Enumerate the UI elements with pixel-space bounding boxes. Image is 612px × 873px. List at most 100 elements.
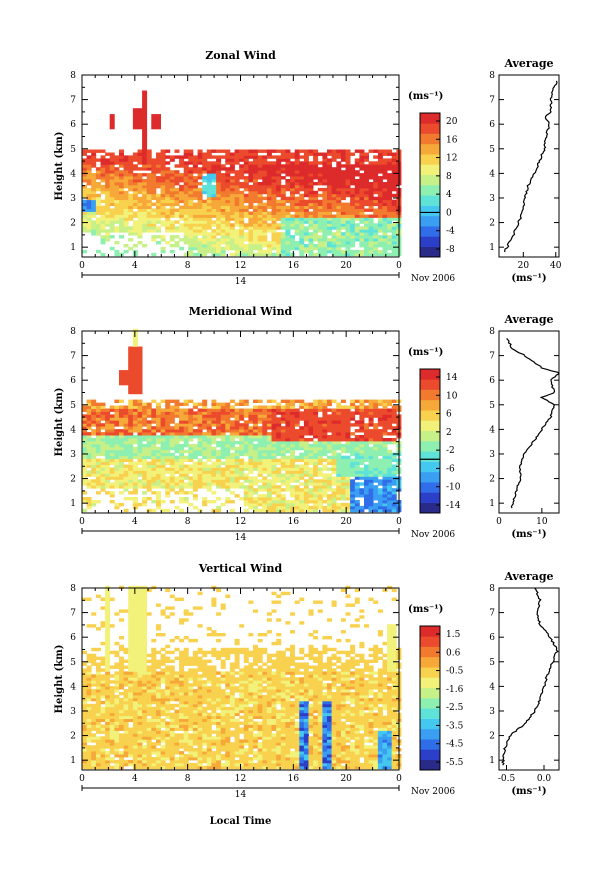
meridional-cell [290, 470, 295, 474]
meridional-cell [151, 429, 157, 433]
zonal-cell [202, 214, 208, 218]
meridional-cell [160, 429, 166, 433]
zonal-cell [257, 217, 263, 221]
meridional-cell [331, 414, 337, 418]
vertical-cell [100, 700, 106, 705]
meridional-cell [82, 443, 87, 448]
zonal-cell [262, 238, 268, 242]
zonal-cell [95, 187, 101, 192]
vertical-cell [105, 727, 111, 731]
meridional-cell [308, 461, 314, 465]
meridional-cell [202, 476, 208, 480]
zonal-cell [266, 170, 272, 174]
meridional-cell [340, 497, 346, 501]
zonal-cell [322, 161, 328, 165]
zonal-xtick-label: 16 [288, 261, 300, 271]
meridional-cell [225, 414, 231, 418]
meridional-cell [345, 455, 351, 460]
meridional-cell [132, 470, 138, 474]
zonal-cell [364, 217, 369, 221]
meridional-cell [179, 497, 185, 501]
zonal-cell [382, 223, 388, 227]
meridional-cell [266, 417, 272, 421]
zonal-cell [128, 173, 134, 177]
meridional-cell [257, 488, 263, 492]
vertical-cell [105, 609, 111, 613]
meridional-cell [183, 470, 189, 474]
vertical-cell [91, 709, 97, 714]
zonal-cell [354, 193, 360, 198]
meridional-cell [354, 494, 360, 498]
zonal-cell [280, 187, 286, 192]
vertical-cell [105, 733, 111, 737]
zonal-cell [336, 152, 342, 156]
meridional-cell [285, 461, 291, 465]
meridional-cell [86, 505, 92, 510]
zonal-cell [137, 223, 143, 227]
zonal-cell [220, 193, 226, 198]
meridional-cell [128, 432, 134, 436]
meridional-cell [114, 470, 120, 474]
zonal-cell [132, 187, 138, 192]
zonal-cell [132, 196, 138, 201]
zonal-cell [137, 220, 143, 224]
meridional-cell [276, 452, 282, 457]
zonal-cell [382, 176, 388, 180]
meridional-cell [179, 461, 185, 465]
meridional-cell [327, 399, 332, 403]
zonal-cell [317, 179, 323, 183]
meridional-cell [132, 384, 138, 389]
vertical-cell [86, 695, 92, 699]
zonal-cell [243, 193, 249, 198]
meridional-cell [354, 473, 360, 477]
meridional-cell [146, 476, 152, 480]
meridional-cell [253, 438, 258, 442]
zonal-cell [123, 170, 129, 174]
meridional-cell [86, 420, 92, 424]
zonal-cell [119, 214, 124, 218]
zonal-cell [313, 211, 319, 215]
meridional-cell [317, 473, 323, 477]
meridional-cell [322, 458, 328, 462]
vertical-cell [95, 757, 101, 761]
zonal-cell [266, 244, 272, 248]
zonal-cell [86, 158, 92, 162]
zonal-cell [327, 164, 332, 168]
meridional-cell [142, 476, 148, 480]
zonal-cell [188, 176, 194, 180]
meridional-cell [91, 420, 97, 424]
meridional-cell [271, 417, 277, 421]
zonal-cell [364, 176, 369, 180]
meridional-cell [188, 443, 194, 448]
zonal-cell [373, 223, 379, 227]
vertical-cell [86, 674, 92, 678]
zonal-cell [373, 241, 379, 245]
zonal-cell [234, 155, 240, 159]
zonal-cell [105, 208, 111, 212]
meridional-cell [229, 411, 235, 415]
meridional-cell [229, 455, 235, 460]
zonal-cell [183, 149, 189, 153]
zonal-cell [257, 241, 263, 245]
meridional-cell [128, 467, 134, 471]
meridional-cell [317, 500, 323, 504]
zonal-cell [368, 235, 374, 239]
meridional-cell [109, 426, 115, 430]
meridional-cell [165, 438, 171, 442]
meridional-cell [225, 443, 231, 448]
zonal-cell [253, 184, 258, 189]
meridional-cell [317, 399, 323, 403]
zonal-cell [313, 232, 319, 236]
zonal-cell [225, 152, 231, 156]
meridional-cell [197, 508, 203, 513]
meridional-cell [123, 438, 129, 442]
meridional-cell [174, 408, 180, 412]
zonal-cell [331, 149, 337, 153]
zonal-cell [183, 241, 189, 245]
vertical-cell [82, 686, 87, 690]
meridional-cell [225, 440, 231, 445]
meridional-cell [262, 461, 268, 465]
zonal-cell [211, 214, 217, 218]
zonal-cell [82, 202, 87, 206]
zonal-colorbar-step [420, 236, 440, 247]
